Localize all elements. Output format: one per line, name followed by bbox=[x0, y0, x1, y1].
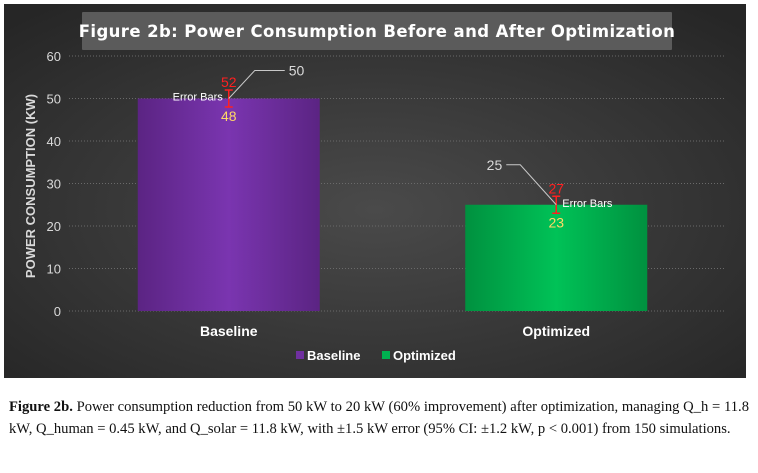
y-tick-10: 10 bbox=[47, 262, 61, 277]
annotation-layer: Baseline 52 48 Error Bars 50 Optimized 27 23 Err… bbox=[173, 63, 613, 340]
y-tick-labels: 0 10 20 30 40 50 60 bbox=[47, 49, 61, 319]
error-bars-label-baseline: Error Bars bbox=[173, 92, 224, 104]
caption-text: Power consumption reduction from 50 kW t… bbox=[9, 399, 749, 437]
legend: Baseline Optimized bbox=[296, 348, 456, 363]
error-upper-label-optimized: 27 bbox=[548, 180, 564, 196]
y-tick-30: 30 bbox=[47, 177, 61, 192]
y-tick-60: 60 bbox=[47, 49, 61, 64]
chart-title: Figure 2b: Power Consumption Before and … bbox=[79, 22, 676, 41]
bar-layer bbox=[137, 98, 648, 311]
error-lower-label-baseline: 48 bbox=[221, 108, 237, 124]
error-bars-label-optimized: Error Bars bbox=[562, 198, 613, 210]
legend-label-baseline: Baseline bbox=[307, 348, 360, 363]
legend-label-optimized: Optimized bbox=[393, 348, 456, 363]
y-tick-0: 0 bbox=[54, 304, 61, 319]
value-callout-baseline: 50 bbox=[289, 63, 305, 79]
callout-line-optimized bbox=[506, 164, 557, 206]
bar-baseline bbox=[137, 98, 320, 311]
y-tick-40: 40 bbox=[47, 134, 61, 149]
legend-swatch-optimized bbox=[382, 351, 390, 359]
y-tick-50: 50 bbox=[47, 92, 61, 107]
title-band bbox=[82, 12, 672, 50]
chart-background bbox=[4, 4, 746, 378]
chart-svg: Figure 2b: Power Consumption Before and … bbox=[4, 4, 746, 378]
grid-layer bbox=[69, 55, 724, 312]
y-axis-label: POWER CONSUMPTION (KW) bbox=[23, 94, 38, 278]
figure-caption: Figure 2b. Power consumption reduction f… bbox=[9, 396, 749, 440]
error-upper-label-baseline: 52 bbox=[221, 74, 237, 90]
chart-panel: Figure 2b: Power Consumption Before and … bbox=[4, 4, 746, 378]
legend-swatch-baseline bbox=[296, 351, 304, 359]
x-tick-baseline: Baseline bbox=[200, 323, 258, 339]
callout-line-baseline bbox=[228, 70, 285, 99]
value-callout-optimized: 25 bbox=[487, 157, 503, 173]
error-lower-label-optimized: 23 bbox=[548, 214, 564, 230]
bar-optimized bbox=[465, 204, 648, 311]
y-tick-20: 20 bbox=[47, 219, 61, 234]
caption-lead: Figure 2b. bbox=[9, 399, 73, 415]
x-tick-optimized: Optimized bbox=[522, 323, 590, 339]
